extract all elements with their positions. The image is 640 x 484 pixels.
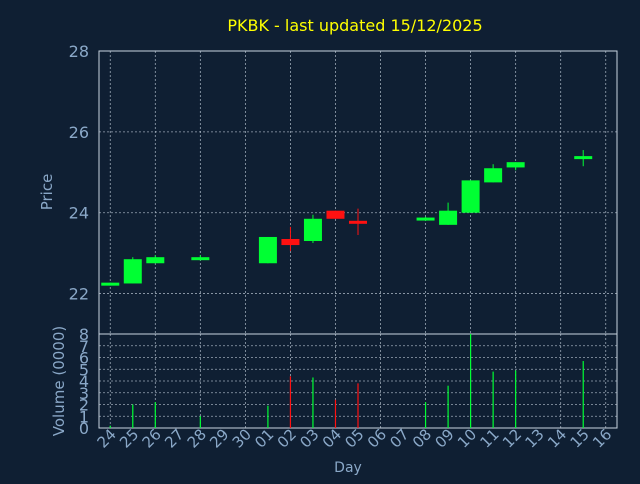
candle-body (281, 238, 300, 246)
price-axis-label: Price (38, 174, 56, 211)
candle-body (416, 217, 435, 221)
volume-axis-label: Volume (0000) (50, 326, 68, 436)
chart-title: PKBK - last updated 15/12/2025 (227, 16, 482, 35)
candle-body (303, 218, 322, 242)
x-axis-label: Day (334, 460, 362, 476)
volume-tick-label: 8 (79, 325, 89, 344)
candle-body (484, 168, 503, 183)
candle-body (461, 180, 480, 213)
volume-tick-label: 2 (79, 396, 89, 415)
volume-tick-label: 7 (79, 337, 89, 356)
volume-tick-label: 5 (79, 360, 89, 379)
candle-body (574, 156, 593, 160)
volume-tick-label: 6 (79, 349, 89, 368)
price-tick-label: 22 (69, 285, 89, 304)
candle-body (191, 257, 210, 261)
candle-body (326, 210, 345, 219)
candle-body (101, 282, 120, 286)
candle-body (258, 236, 277, 264)
volume-tick-label: 0 (79, 419, 89, 438)
candle-body (146, 257, 165, 264)
x-tick-labels: 2425262728293001020304050607080910111213… (94, 425, 616, 451)
volume-tick-label: 3 (79, 384, 89, 403)
price-tick-label: 24 (69, 204, 89, 223)
candle-body (506, 162, 525, 168)
price-panel: 22 24 26 28 (69, 42, 618, 335)
price-tick-label: 28 (69, 42, 89, 61)
candle-body (349, 220, 367, 224)
candle-body (123, 259, 142, 284)
price-tick-label: 26 (69, 123, 89, 142)
volume-tick-label: 4 (79, 372, 89, 391)
volume-tick-label: 1 (79, 407, 89, 426)
candle-body (439, 210, 458, 225)
